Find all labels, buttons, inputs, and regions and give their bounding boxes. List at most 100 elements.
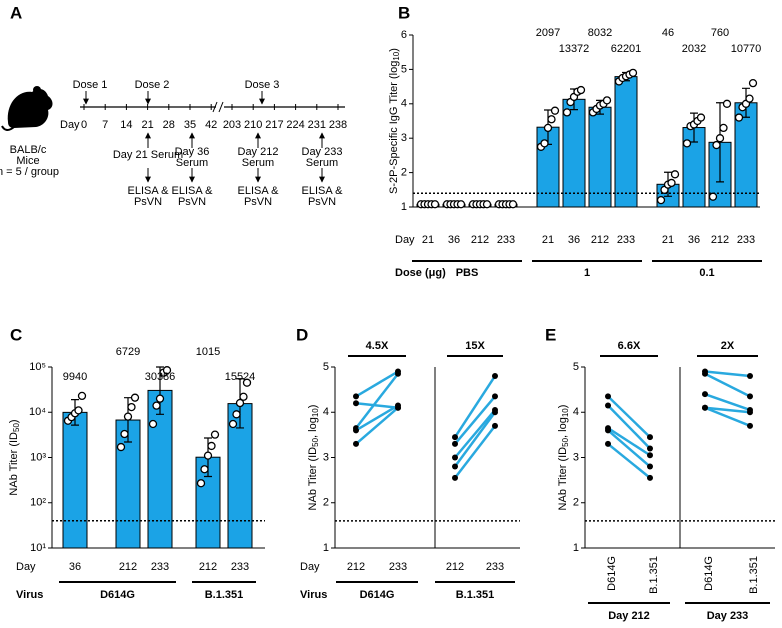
x-tick-label: 233 xyxy=(389,561,407,573)
data-point xyxy=(148,419,158,429)
data-point xyxy=(353,393,359,400)
data-point xyxy=(456,200,466,209)
panel-label: D xyxy=(296,325,308,344)
assay-label: ELISA & xyxy=(302,185,344,197)
y-tick-label: 5 xyxy=(323,361,329,373)
data-point xyxy=(353,400,359,407)
data-point xyxy=(482,200,492,209)
y-tick-label: 10² xyxy=(30,497,46,509)
x-tick-label: 233 xyxy=(737,234,755,246)
y-tick-label: 10⁵ xyxy=(29,361,46,373)
group-label: Day 233 xyxy=(707,610,749,622)
assay-label: ELISA & xyxy=(128,185,170,197)
data-point xyxy=(203,451,213,460)
group-label: PBS xyxy=(456,267,479,279)
value-label: 8032 xyxy=(588,27,612,39)
x-tick-label: 21 xyxy=(542,234,554,246)
panel-label: B xyxy=(398,3,410,22)
data-point xyxy=(605,440,611,447)
data-point xyxy=(719,123,728,133)
paired-line xyxy=(704,406,751,427)
label-part: 10 xyxy=(561,408,570,417)
paired-line xyxy=(607,404,651,450)
y-tick-label: 10³ xyxy=(30,451,46,463)
data-point xyxy=(210,430,220,439)
data-point xyxy=(452,463,458,470)
data-point xyxy=(120,429,129,439)
label-part: 10 xyxy=(311,408,320,417)
value-label: 15524 xyxy=(225,371,256,383)
value-label: 10770 xyxy=(731,43,762,55)
x-tick-label: 212 xyxy=(199,561,217,573)
group-label: 1 xyxy=(584,267,590,279)
data-point xyxy=(647,452,653,459)
x-tick-label: 233 xyxy=(497,234,515,246)
data-point xyxy=(747,393,753,400)
x-tick-label: 36 xyxy=(448,234,460,246)
data-point xyxy=(747,409,753,416)
paired-line xyxy=(704,406,751,414)
fold-label: 2X xyxy=(721,340,735,352)
y-tick-label: 2 xyxy=(573,497,579,509)
y-tick-label: 4 xyxy=(401,98,407,110)
data-point xyxy=(235,398,245,408)
paired-line xyxy=(453,411,497,468)
data-point xyxy=(492,393,498,400)
day-label: 224 xyxy=(286,119,304,131)
data-point xyxy=(452,434,458,441)
panel-label: C xyxy=(10,325,22,344)
data-point xyxy=(747,422,753,429)
paired-line xyxy=(704,370,751,378)
x-tick-label: 212 xyxy=(119,561,137,573)
x-tick-label: 212 xyxy=(591,234,609,246)
y-tick-label: 4 xyxy=(573,406,579,418)
serum-label: Day 212 xyxy=(238,146,279,158)
fold-label: 6.6X xyxy=(618,340,641,352)
x-tick-label: 36 xyxy=(568,234,580,246)
day-label: 0 xyxy=(81,119,87,131)
data-point xyxy=(207,441,216,451)
x-axis-label: Day xyxy=(395,234,415,246)
x-tick-label: D614G xyxy=(606,556,618,591)
data-point xyxy=(543,123,553,133)
data-point xyxy=(715,134,725,143)
group-label: Day 212 xyxy=(608,610,650,622)
data-point xyxy=(708,192,718,201)
y-tick-label: 10⁴ xyxy=(29,406,46,418)
group-axis-label: Virus xyxy=(16,589,43,601)
data-point xyxy=(682,139,692,148)
data-point xyxy=(123,412,133,421)
panel-label: A xyxy=(10,3,22,22)
data-point xyxy=(74,406,83,415)
y-tick-label: 4 xyxy=(323,406,329,418)
data-point xyxy=(196,479,206,488)
data-point xyxy=(228,419,238,429)
y-tick-label: 3 xyxy=(573,451,579,463)
data-point xyxy=(647,463,653,470)
value-label: 2032 xyxy=(682,43,706,55)
data-point xyxy=(452,440,458,447)
x-tick-label: B.1.351 xyxy=(748,556,760,594)
group-axis-label: Dose (μg) xyxy=(395,267,446,279)
x-tick-label: D614G xyxy=(703,556,715,591)
y-tick-label: 2 xyxy=(323,497,329,509)
x-tick-label: 36 xyxy=(69,561,81,573)
data-point xyxy=(747,373,753,380)
data-point xyxy=(702,370,708,377)
day-label: 231 xyxy=(308,119,326,131)
day-label: 28 xyxy=(163,119,175,131)
y-axis-label: NAb Titer (ID50) xyxy=(8,419,21,495)
paired-line xyxy=(454,409,496,459)
label-part: 10 xyxy=(392,51,401,60)
group-size: n = 5 / group xyxy=(0,166,59,178)
serum-label: Day 36 xyxy=(175,146,210,158)
group-label: D614G xyxy=(100,589,135,601)
data-point xyxy=(602,96,612,105)
data-point xyxy=(748,79,758,88)
paired-line xyxy=(454,425,496,479)
serum-label: Day 21 Serum xyxy=(113,149,183,161)
label-part: NAb Titer (ID xyxy=(557,447,569,511)
paired-line xyxy=(355,370,399,398)
group-label: B.1.351 xyxy=(205,589,244,601)
day-label: 217 xyxy=(265,119,283,131)
